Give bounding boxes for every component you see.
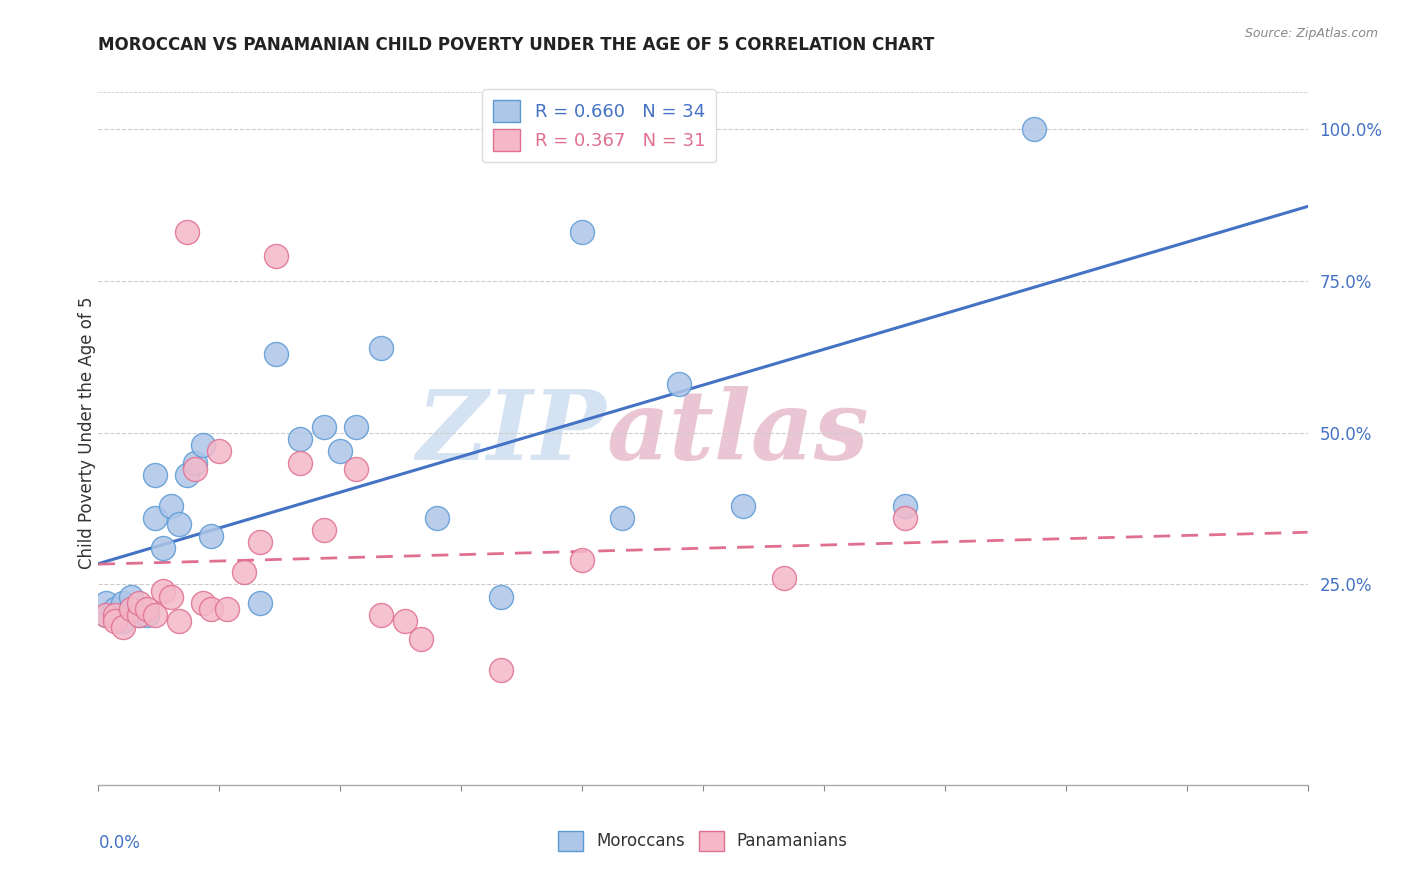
Point (264, 346, 287, 360)
Point (103, 602, 125, 616)
Point (893, 510, 915, 524)
Point (288, 432, 311, 446)
Point (208, 443, 231, 458)
Point (167, 516, 190, 531)
Point (135, 607, 157, 622)
Point (249, 535, 271, 549)
Point (143, 607, 166, 622)
Point (491, 590, 513, 604)
Point (571, 553, 593, 567)
Point (288, 456, 311, 470)
Point (314, 523, 336, 537)
Point (733, 499, 755, 513)
Point (160, 590, 183, 604)
Point (193, 596, 215, 610)
Point (200, 602, 222, 616)
Point (143, 468, 166, 483)
Point (111, 596, 134, 610)
Point (232, 566, 254, 580)
Point (152, 583, 174, 598)
Point (152, 541, 174, 555)
Point (772, 571, 794, 585)
Point (184, 456, 207, 470)
Text: MOROCCAN VS PANAMANIAN CHILD POVERTY UNDER THE AGE OF 5 CORRELATION CHART: MOROCCAN VS PANAMANIAN CHILD POVERTY UND… (98, 36, 935, 54)
Point (668, 377, 690, 392)
Point (167, 614, 190, 628)
Point (314, 419, 336, 434)
Point (96, 607, 118, 622)
Point (103, 607, 125, 622)
Point (96, 596, 118, 610)
Point (143, 510, 166, 524)
Point (193, 438, 215, 452)
Point (120, 602, 142, 616)
Point (176, 225, 198, 239)
Point (111, 614, 134, 628)
Point (128, 607, 150, 622)
Point (96, 607, 118, 622)
Text: Source: ZipAtlas.com: Source: ZipAtlas.com (1244, 27, 1378, 40)
Point (135, 602, 157, 616)
Y-axis label: Child Poverty Under the Age of 5: Child Poverty Under the Age of 5 (79, 296, 96, 569)
Text: ZIP: ZIP (416, 385, 606, 480)
Point (329, 443, 352, 458)
Point (111, 620, 134, 634)
Point (249, 596, 271, 610)
Legend: Moroccans, Panamanians: Moroccans, Panamanians (551, 824, 855, 858)
Point (184, 462, 207, 476)
Point (103, 614, 125, 628)
Point (370, 341, 392, 355)
Point (370, 607, 392, 622)
Text: 0.0%: 0.0% (98, 834, 141, 852)
Point (409, 632, 432, 647)
Point (120, 602, 142, 616)
Point (264, 250, 287, 264)
Point (344, 462, 367, 476)
Point (394, 614, 416, 628)
Point (217, 602, 239, 616)
Point (893, 499, 915, 513)
Point (571, 225, 593, 239)
Point (103, 607, 125, 622)
Point (120, 590, 142, 604)
Point (426, 510, 449, 524)
Point (128, 596, 150, 610)
Point (160, 499, 183, 513)
Text: atlas: atlas (606, 385, 869, 480)
Point (491, 663, 513, 677)
Point (176, 468, 198, 483)
Point (128, 607, 150, 622)
Point (200, 529, 222, 543)
Point (612, 510, 634, 524)
Point (344, 419, 367, 434)
Point (1022, 121, 1045, 136)
